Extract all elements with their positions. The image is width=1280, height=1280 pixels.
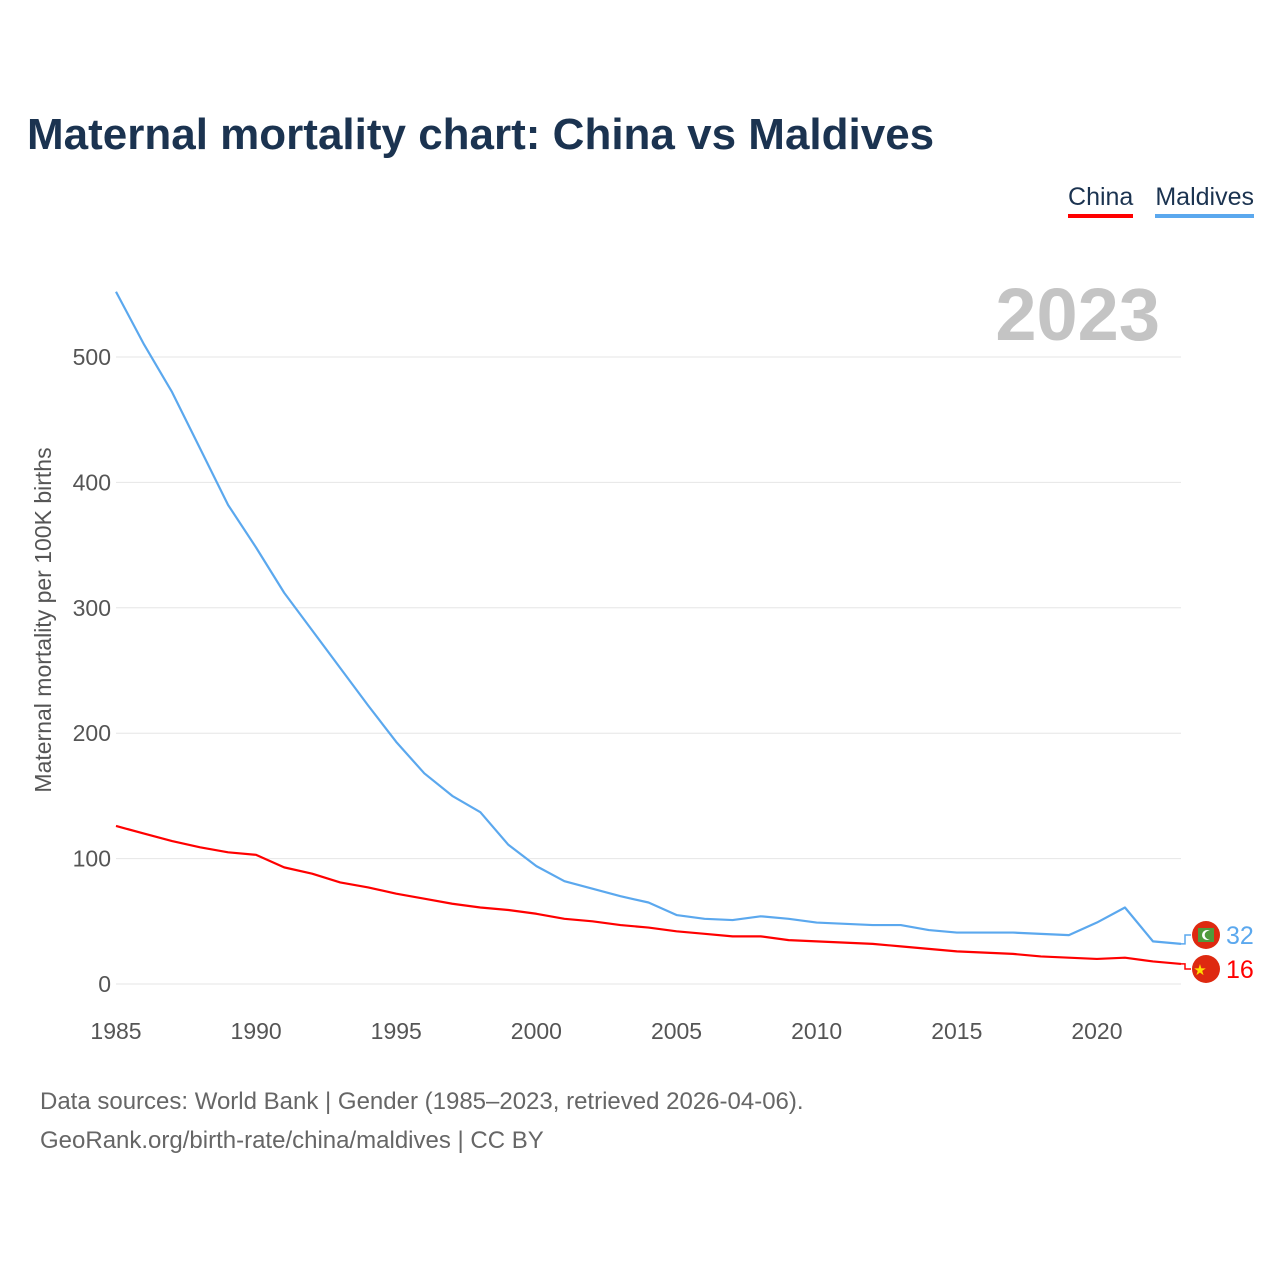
y-tick-label: 0 bbox=[98, 971, 111, 997]
end-value-label: 32 bbox=[1226, 922, 1254, 950]
china-flag-icon bbox=[1192, 955, 1220, 983]
flag-star: ★ bbox=[1193, 962, 1206, 979]
y-tick-label: 300 bbox=[73, 595, 111, 621]
series-line-maldives bbox=[115, 291, 1182, 945]
legend-china[interactable]: China bbox=[1068, 183, 1134, 218]
x-tick-label: 1985 bbox=[90, 1018, 141, 1044]
year-label: 2023 bbox=[995, 273, 1160, 356]
end-connector bbox=[1181, 963, 1191, 970]
y-tick-label: 100 bbox=[73, 846, 111, 872]
footer-credit[interactable]: GeoRank.org/birth-rate/china/maldives | … bbox=[40, 1127, 544, 1154]
y-tick-label: 200 bbox=[73, 720, 111, 746]
x-tick-label: 2015 bbox=[931, 1018, 982, 1044]
footer-sources: Data sources: World Bank | Gender (1985–… bbox=[40, 1088, 804, 1115]
x-tick-label: 2010 bbox=[791, 1018, 842, 1044]
x-tick-label: 2005 bbox=[651, 1018, 702, 1044]
chart-title: Maternal mortality chart: China vs Maldi… bbox=[27, 110, 935, 159]
x-tick-label: 1990 bbox=[231, 1018, 282, 1044]
x-tick-label: 2020 bbox=[1071, 1018, 1122, 1044]
legend: China Maldives bbox=[1068, 183, 1254, 218]
x-tick-label: 1995 bbox=[371, 1018, 422, 1044]
end-value-label: 16 bbox=[1226, 956, 1254, 984]
x-tick-label: 2000 bbox=[511, 1018, 562, 1044]
end-connector bbox=[1181, 934, 1191, 945]
series-line-china bbox=[115, 824, 1182, 966]
legend-maldives[interactable]: Maldives bbox=[1155, 183, 1254, 218]
y-tick-label: 500 bbox=[73, 344, 111, 370]
crescent-cut bbox=[1204, 930, 1214, 940]
y-tick-label: 400 bbox=[73, 469, 111, 495]
y-axis-label: Maternal mortality per 100K births bbox=[30, 447, 56, 792]
